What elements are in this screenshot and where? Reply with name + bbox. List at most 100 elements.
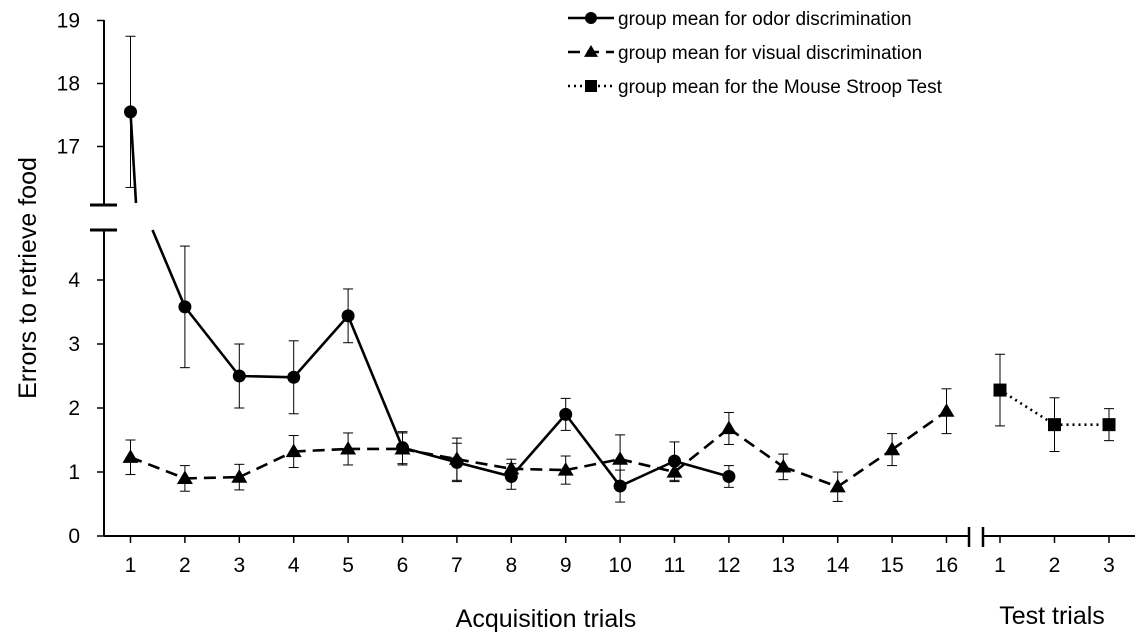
- x-tick-label-acquisition: 10: [608, 554, 631, 577]
- series-line-segment: [184, 475, 240, 480]
- data-point-circle: [124, 105, 137, 119]
- x-tick-label-test: 3: [1103, 554, 1115, 577]
- series-line-segment: [619, 459, 676, 488]
- series-line-segment: [510, 413, 567, 478]
- data-point-triangle: [612, 451, 629, 465]
- x-tick-label-acquisition: 15: [880, 554, 903, 577]
- data-point-square: [1048, 418, 1061, 432]
- series-square: [993, 353, 1116, 453]
- data-point-circle: [559, 407, 573, 421]
- x-tick-label-acquisition: 1: [125, 554, 137, 577]
- x-tick-label-test: 2: [1049, 554, 1061, 577]
- data-point-square: [993, 383, 1007, 397]
- x-tick-label-acquisition: 7: [451, 554, 463, 577]
- data-point-square: [1102, 418, 1116, 432]
- series-line-segment: [151, 229, 187, 308]
- data-point-triangle: [394, 440, 411, 455]
- x-tick-label-acquisition: 8: [505, 554, 517, 577]
- legend-label: group mean for visual discrimination: [618, 43, 922, 64]
- series-line-segment: [619, 457, 675, 474]
- y-tick-label: 18: [57, 73, 80, 96]
- x-tick-label-acquisition: 9: [560, 554, 572, 577]
- x-tick-label-acquisition: 13: [772, 554, 795, 577]
- data-point-triangle: [584, 45, 598, 57]
- data-point-triangle: [775, 458, 792, 473]
- data-point-triangle: [285, 443, 302, 458]
- y-tick-label: 2: [68, 397, 80, 420]
- legend-item: group mean for the Mouse Stroop Test: [568, 77, 943, 98]
- series-line-segment: [564, 413, 622, 487]
- data-point-square: [585, 80, 597, 92]
- series-line-segment: [673, 427, 730, 474]
- data-point-triangle: [448, 451, 465, 465]
- x-tick-label-acquisition: 6: [397, 554, 409, 577]
- series-line-segment: [565, 457, 621, 472]
- x-tick-label-acquisition: 4: [288, 554, 300, 577]
- data-point-circle: [668, 454, 681, 468]
- data-point-triangle: [231, 469, 248, 483]
- x-tick-label-acquisition: 5: [342, 554, 354, 577]
- data-point-circle: [613, 479, 627, 493]
- y-tick-label: 4: [68, 269, 80, 292]
- series-line-segment: [292, 314, 350, 379]
- series-line-segment: [129, 111, 138, 204]
- legend-label: group mean for the Mouse Stroop Test: [618, 77, 943, 98]
- axes: [90, 20, 1135, 547]
- data-point-triangle: [938, 403, 955, 417]
- x-tick-label-acquisition: 2: [179, 554, 191, 577]
- y-tick-label: 17: [57, 136, 80, 159]
- x-tick-label-acquisition: 12: [717, 554, 740, 577]
- series-triangle: [122, 388, 955, 502]
- data-point-circle: [341, 309, 355, 323]
- data-point-triangle: [557, 462, 574, 476]
- data-point-circle: [585, 12, 597, 24]
- y-tick-label: 0: [68, 525, 80, 548]
- series-line-segment: [782, 465, 839, 488]
- series-line-segment: [456, 461, 512, 478]
- y-tick-label: 19: [57, 10, 80, 33]
- x-tick-label-acquisition: 16: [935, 554, 958, 577]
- series-line-segment: [836, 448, 893, 488]
- series-line-segment: [346, 315, 404, 449]
- series-line-segment: [891, 410, 948, 451]
- x-tick-label-test: 1: [994, 554, 1006, 577]
- series-line-segment: [239, 374, 294, 379]
- series-line-segment: [402, 447, 458, 461]
- legend-item: group mean for odor discrimination: [568, 9, 912, 30]
- series-line-segment: [728, 427, 785, 468]
- x-tick-label-acquisition: 3: [233, 554, 245, 577]
- series-line-segment: [674, 459, 730, 478]
- x-axis-title-test: Test trials: [999, 602, 1105, 630]
- data-point-triangle: [340, 440, 357, 455]
- data-point-triangle: [666, 464, 683, 478]
- data-point-circle: [287, 370, 301, 384]
- series-line-segment: [999, 388, 1056, 426]
- legend-label: group mean for odor discrimination: [618, 9, 912, 30]
- data-point-triangle: [884, 441, 901, 456]
- data-point-triangle: [176, 470, 193, 484]
- series-layer: [122, 35, 1116, 503]
- x-tick-label-acquisition: 14: [826, 554, 850, 577]
- series-line-segment: [293, 447, 349, 453]
- data-point-circle: [722, 469, 736, 483]
- series-circle: [124, 35, 736, 503]
- series-line-segment: [511, 467, 566, 472]
- series-line-segment: [238, 450, 295, 479]
- x-tick-label-acquisition: 11: [664, 554, 686, 577]
- y-tick-label: 1: [68, 461, 80, 484]
- data-point-triangle: [829, 478, 846, 493]
- data-point-triangle: [503, 460, 520, 475]
- legend-item: group mean for visual discrimination: [568, 43, 922, 64]
- y-tick-label: 3: [68, 333, 80, 356]
- data-point-circle: [178, 300, 192, 314]
- series-line-segment: [130, 456, 186, 480]
- series-line-segment: [183, 306, 241, 377]
- data-point-triangle: [122, 449, 139, 463]
- data-point-triangle: [720, 420, 737, 435]
- series-line-segment: [456, 457, 512, 471]
- x-axis-title-acquisition: Acquisition trials: [456, 605, 637, 633]
- y-axis-title: Errors to retrieve food: [14, 157, 42, 399]
- data-point-circle: [232, 369, 246, 383]
